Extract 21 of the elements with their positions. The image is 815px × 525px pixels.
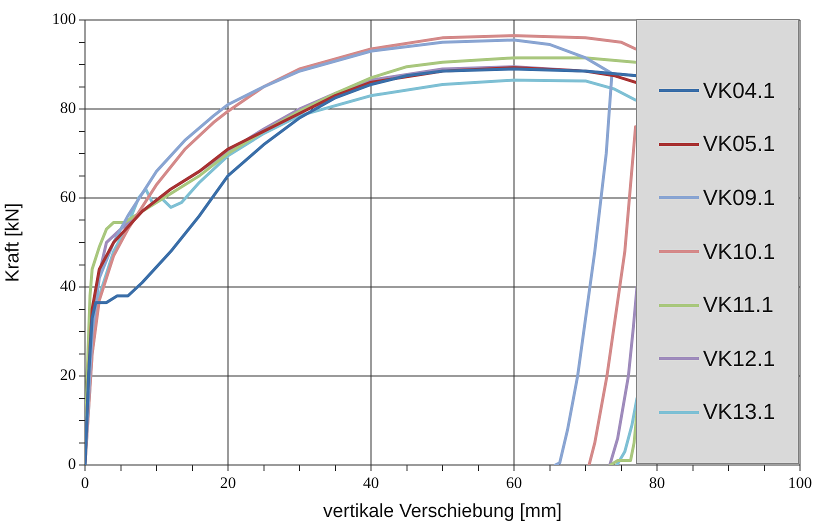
- x-tick-label: 60: [506, 474, 522, 492]
- legend-label: VK10.1: [703, 238, 776, 264]
- y-tick-label: 100: [52, 11, 76, 28]
- y-axis-title: Kraft [kN]: [2, 202, 24, 282]
- y-tick-label: 80: [60, 100, 76, 118]
- legend-label: VK11.1: [703, 292, 774, 318]
- legend-label: VK04.1: [703, 78, 776, 104]
- y-tick-label: 20: [60, 367, 76, 384]
- x-tick-label: 80: [649, 474, 665, 492]
- y-tick-label: 40: [60, 278, 76, 296]
- legend-label: VK09.1: [703, 184, 776, 211]
- x-axis-title: vertikale Verschiebung [mm]: [323, 500, 562, 522]
- y-tick-label: 0: [68, 456, 76, 474]
- legend-label: VK05.1: [703, 131, 776, 158]
- x-tick-label: 20: [220, 474, 236, 492]
- y-tick-label: 60: [60, 189, 76, 206]
- x-tick-label: 40: [363, 474, 379, 492]
- x-tick-label: 0: [81, 474, 89, 492]
- legend-label: VK12.1: [703, 346, 776, 372]
- legend-label: VK13.1: [703, 399, 776, 426]
- x-tick-label: 100: [788, 474, 812, 492]
